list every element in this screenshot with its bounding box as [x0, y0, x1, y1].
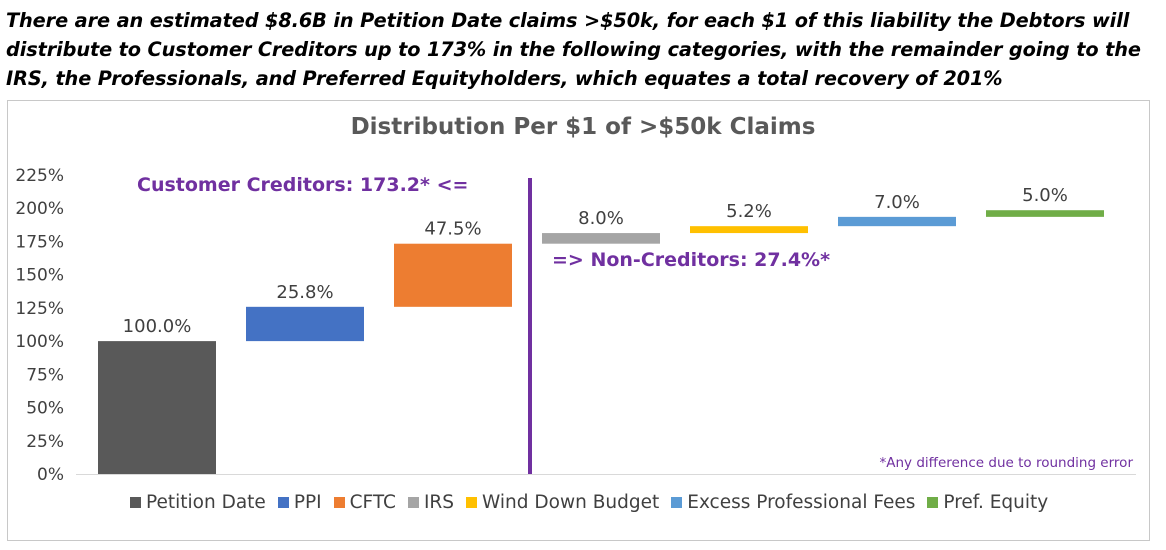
y-tick-label: 150%	[15, 266, 64, 286]
legend-label: Excess Professional Fees	[687, 492, 916, 513]
legend-item-cftc: CFTC	[333, 492, 396, 513]
data-label-irs: 8.0%	[578, 208, 624, 229]
y-tick-label: 0%	[37, 465, 64, 485]
legend-label: IRS	[423, 492, 455, 513]
legend-item-wind-down-budget: Wind Down Budget	[466, 492, 659, 513]
legend-label: Wind Down Budget	[482, 492, 660, 513]
legend-item-ppi: PPI	[277, 492, 322, 513]
y-tick-label: 225%	[15, 166, 64, 186]
legend-label: CFTC	[349, 492, 396, 513]
bar-excess-professional-fees	[838, 216, 956, 227]
legend-swatch	[407, 497, 419, 508]
legend-swatch	[927, 497, 939, 508]
legend-item-irs: IRS	[407, 492, 455, 513]
data-label-cftc: 47.5%	[424, 219, 481, 240]
legend-swatch	[333, 497, 345, 508]
y-tick-label: 175%	[15, 232, 64, 252]
legend-swatch	[466, 497, 478, 508]
y-tick-label: 125%	[15, 299, 64, 319]
data-label-excess-professional-fees: 7.0%	[874, 192, 920, 213]
bar-pref-equity	[986, 210, 1104, 217]
y-tick-label: 200%	[15, 199, 64, 219]
legend-label: Pref. Equity	[943, 492, 1049, 513]
y-tick-label: 75%	[26, 365, 64, 385]
data-label-wind-down-budget: 5.2%	[726, 201, 772, 222]
legend-label: Petition Date	[146, 492, 266, 513]
y-tick-label: 25%	[26, 432, 64, 452]
legend-item-pref-equity: Pref. Equity	[927, 492, 1048, 513]
rounding-footnote: *Any difference due to rounding error	[879, 455, 1134, 471]
y-tick-label: 50%	[26, 399, 64, 419]
customer-creditors-callout: Customer Creditors: 173.2* <=	[137, 174, 469, 196]
data-label-ppi: 25.8%	[276, 282, 333, 303]
non-creditors-callout: => Non-Creditors: 27.4%*	[552, 249, 831, 271]
legend-item-excess-professional-fees: Excess Professional Fees	[671, 492, 915, 513]
bar-cftc	[394, 243, 512, 307]
data-label-pref-equity: 5.0%	[1022, 185, 1068, 206]
bar-irs	[542, 233, 660, 244]
legend-swatch	[277, 497, 289, 508]
y-tick-label: 100%	[15, 332, 64, 352]
legend-item-petition-date: Petition Date	[130, 492, 266, 513]
data-label-petition-date: 100.0%	[123, 316, 192, 337]
headline: There are an estimated $8.6B in Petition…	[6, 9, 1141, 90]
legend-label: PPI	[293, 492, 322, 513]
legend-swatch	[671, 497, 683, 508]
chart-legend: Petition Date PPI CFTC IRS Wind Down Budget E…	[130, 492, 1060, 513]
legend-swatch	[130, 497, 141, 508]
bar-wind-down-budget	[690, 226, 808, 234]
chart-title: Distribution Per $1 of >$50k Claims	[350, 114, 816, 140]
bar-petition-date	[98, 341, 216, 474]
bar-ppi	[246, 306, 364, 342]
